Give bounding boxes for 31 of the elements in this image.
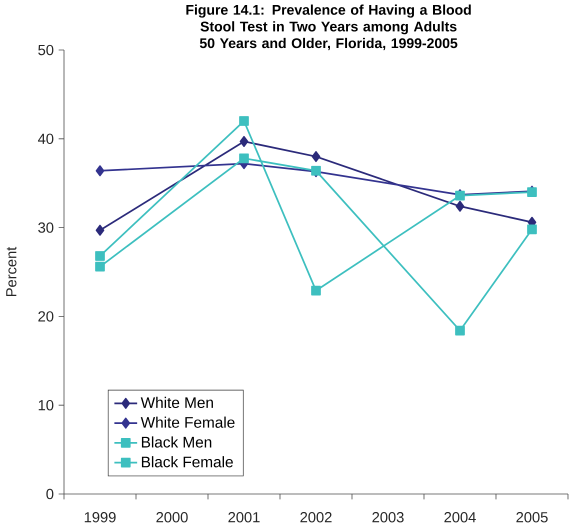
point: [96, 165, 104, 176]
point: [96, 224, 104, 236]
x-tick-label: 2000: [156, 512, 188, 522]
x-tick-label: 2001: [228, 512, 260, 522]
legend-label: Black Female: [142, 456, 233, 468]
y-tick-label: 10: [38, 400, 54, 410]
point: [312, 151, 320, 162]
point: [527, 224, 537, 234]
point: [239, 116, 249, 126]
x-tick-label: 2005: [516, 512, 548, 522]
x-tick-label: 2003: [372, 512, 404, 522]
chart-title: Figure 14.1: Prevalence of Having a Blood Stool Test in Two Years among Adults 50 Years and Older, Florida, 1999-2005: [186, 4, 471, 50]
y-axis-title: Percent: [6, 246, 16, 296]
legend-label: White Female: [140, 416, 235, 428]
point: [455, 326, 465, 336]
point: [95, 262, 105, 272]
legend-label: White Men: [140, 396, 213, 408]
y-tick-label: 20: [38, 311, 54, 322]
point: [95, 251, 105, 261]
y-tick-label: 30: [38, 222, 54, 233]
point: [240, 136, 248, 147]
x-tick-label: 2004: [444, 512, 476, 522]
point: [311, 286, 321, 296]
legend-label: Black Men: [142, 436, 212, 448]
x-tick-label: 2002: [300, 512, 332, 522]
y-tick-label: 40: [38, 134, 54, 144]
point: [456, 200, 464, 212]
point: [239, 153, 249, 164]
x-tick-label: 1999: [84, 512, 116, 522]
y-tick-label: 50: [38, 44, 54, 56]
y-tick-label: 0: [46, 488, 54, 500]
